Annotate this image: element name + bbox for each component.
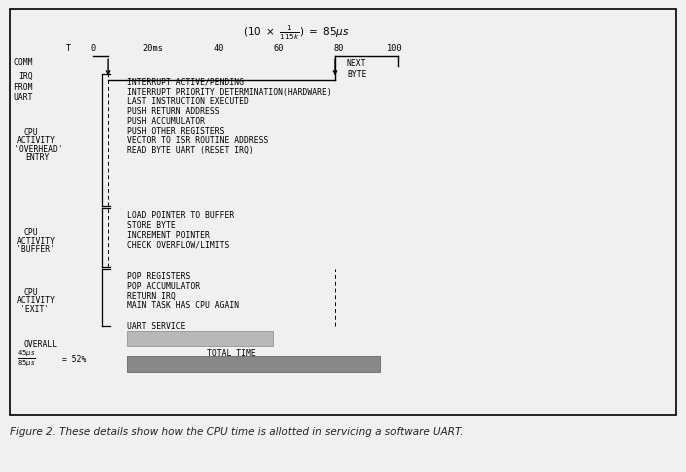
- Text: 'BUFFER': 'BUFFER': [16, 244, 55, 253]
- Text: ACTIVITY: ACTIVITY: [17, 236, 56, 245]
- Text: POP ACCUMULATOR: POP ACCUMULATOR: [127, 282, 200, 291]
- Text: $(10\ \times\ \frac{1}{115k})\ =\ 85\mu s$: $(10\ \times\ \frac{1}{115k})\ =\ 85\mu …: [243, 24, 350, 42]
- Text: CPU: CPU: [23, 228, 38, 237]
- Text: PUSH RETURN ADDRESS: PUSH RETURN ADDRESS: [127, 107, 220, 116]
- Text: 40: 40: [213, 44, 224, 53]
- Text: POP REGISTERS: POP REGISTERS: [127, 272, 190, 281]
- Text: INCREMENT POINTER: INCREMENT POINTER: [127, 231, 210, 240]
- Text: ACTIVITY: ACTIVITY: [17, 136, 56, 145]
- Text: 'EXIT': 'EXIT': [21, 304, 49, 313]
- Text: OVERALL: OVERALL: [23, 340, 58, 349]
- Text: PUSH ACCUMULATOR: PUSH ACCUMULATOR: [127, 117, 204, 126]
- Text: 0: 0: [91, 44, 96, 53]
- Text: 'OVERHEAD': 'OVERHEAD': [14, 145, 62, 154]
- Text: ACTIVITY: ACTIVITY: [17, 296, 56, 305]
- Text: READ BYTE UART (RESET IRQ): READ BYTE UART (RESET IRQ): [127, 146, 254, 155]
- Text: COMM: COMM: [14, 58, 33, 67]
- Text: MAIN TASK HAS CPU AGAIN: MAIN TASK HAS CPU AGAIN: [127, 301, 239, 310]
- Text: 60: 60: [273, 44, 284, 53]
- Text: = 52%: = 52%: [62, 355, 86, 364]
- Text: 80: 80: [333, 44, 344, 53]
- Text: PUSH OTHER REGISTERS: PUSH OTHER REGISTERS: [127, 126, 224, 136]
- Text: CPU: CPU: [23, 288, 38, 297]
- Text: LAST INSTRUCTION EXECUTED: LAST INSTRUCTION EXECUTED: [127, 98, 248, 107]
- Text: RETURN IRQ: RETURN IRQ: [127, 292, 176, 301]
- Text: TOTAL TIME: TOTAL TIME: [206, 349, 255, 358]
- Text: 20ms: 20ms: [143, 44, 164, 53]
- Text: T: T: [67, 44, 71, 53]
- Text: CPU: CPU: [23, 128, 38, 137]
- Text: CHECK OVERFLOW/LIMITS: CHECK OVERFLOW/LIMITS: [127, 240, 229, 249]
- Text: INTERRUPT PRIORITY DETERMINATION(HARDWARE): INTERRUPT PRIORITY DETERMINATION(HARDWAR…: [127, 88, 331, 97]
- Text: STORE BYTE: STORE BYTE: [127, 221, 176, 230]
- Text: UART: UART: [14, 93, 33, 101]
- Text: BYTE: BYTE: [347, 69, 366, 78]
- Text: ENTRY: ENTRY: [25, 153, 49, 162]
- Bar: [127, 356, 379, 371]
- Text: 100: 100: [387, 44, 403, 53]
- Text: IRQ: IRQ: [19, 72, 33, 81]
- Text: NEXT: NEXT: [347, 59, 366, 68]
- Text: FROM: FROM: [14, 83, 33, 92]
- Text: INTERRUPT ACTIVE/PENDING: INTERRUPT ACTIVE/PENDING: [127, 77, 244, 86]
- Text: $\frac{45\mu s}{85\mu s}$: $\frac{45\mu s}{85\mu s}$: [17, 349, 36, 370]
- Text: LOAD POINTER TO BUFFER: LOAD POINTER TO BUFFER: [127, 211, 234, 220]
- Bar: [127, 331, 273, 346]
- Text: Figure 2. These details show how the CPU time is allotted in servicing a softwar: Figure 2. These details show how the CPU…: [10, 427, 464, 437]
- Text: VECTOR TO ISR ROUTINE ADDRESS: VECTOR TO ISR ROUTINE ADDRESS: [127, 136, 268, 145]
- Text: UART SERVICE: UART SERVICE: [127, 321, 185, 330]
